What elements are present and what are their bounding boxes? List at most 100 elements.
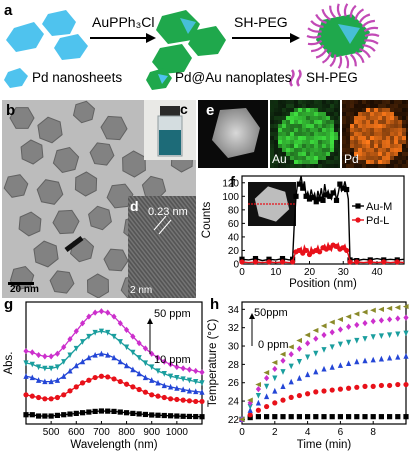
data-point	[117, 409, 123, 415]
data-point	[86, 377, 92, 383]
eds-pixel	[382, 112, 386, 116]
eds-pixel	[326, 128, 330, 132]
data-point	[305, 391, 311, 397]
eds-pixel	[306, 120, 310, 124]
data-point	[111, 354, 117, 361]
eds-pixel	[270, 156, 274, 160]
eds-pixel	[326, 160, 330, 164]
lattice-fringe	[128, 210, 196, 298]
eds-pixel	[358, 148, 362, 152]
peg-strand	[337, 55, 343, 69]
eds-pixel	[330, 116, 334, 120]
eds-pixel	[374, 124, 378, 128]
eds-pixel	[270, 132, 274, 136]
eds-pixel	[338, 120, 340, 124]
data-point	[344, 186, 350, 193]
eds-pixel	[402, 152, 406, 156]
data-point	[403, 353, 409, 359]
eds-pixel	[334, 156, 338, 160]
eds-pixel	[270, 160, 274, 164]
lattice-fringe	[179, 196, 196, 218]
eds-pixel	[374, 136, 378, 140]
eds-pixel	[362, 152, 366, 156]
eds-pixel	[338, 100, 340, 104]
data-point	[304, 332, 311, 338]
data-point	[186, 413, 193, 420]
eds-pixel	[342, 132, 346, 136]
eds-pixel	[294, 144, 298, 148]
data-point	[73, 362, 79, 369]
eds-pixel	[378, 100, 382, 104]
eds-pixel	[314, 156, 318, 160]
x-tick-label: 500	[43, 427, 60, 438]
eds-pixel	[342, 136, 346, 140]
data-point	[378, 333, 384, 340]
data-point	[149, 392, 155, 398]
pd-map-label: Pd	[344, 152, 359, 166]
lattice-fringe	[128, 250, 165, 298]
eds-pixel	[302, 116, 306, 120]
data-point	[155, 368, 161, 375]
eds-pixel	[334, 160, 338, 164]
eds-pixel	[370, 160, 374, 164]
lattice-fringe	[128, 199, 196, 290]
data-point	[54, 377, 61, 383]
data-point	[35, 364, 42, 371]
data-point	[161, 371, 167, 377]
eds-pixel	[382, 152, 386, 156]
eds-pixel	[402, 148, 406, 152]
eds-pixel	[278, 160, 282, 164]
data-point	[346, 360, 352, 367]
data-point	[361, 309, 368, 315]
data-point	[403, 414, 409, 420]
data-point	[354, 384, 360, 390]
data-point	[346, 339, 352, 346]
data-point	[73, 384, 79, 390]
panel-e-label: e	[206, 102, 215, 119]
eds-pixel	[354, 152, 358, 156]
eds-pixel	[330, 100, 334, 104]
eds-pixel	[386, 140, 390, 144]
eds-pixel	[298, 112, 302, 116]
eds-pixel	[342, 104, 346, 108]
eds-pixel	[390, 164, 394, 168]
data-point	[329, 414, 335, 420]
eds-pixel	[326, 152, 330, 156]
eds-pixel	[290, 160, 294, 164]
eds-pixel	[334, 132, 338, 136]
lattice-fringe	[128, 276, 145, 298]
y-tick-label: 28	[228, 360, 240, 371]
chart-h-frame	[241, 301, 407, 425]
tem-nanoplate	[86, 273, 110, 298]
data-point	[92, 351, 98, 358]
eds-pixel	[322, 116, 326, 120]
data-point	[296, 181, 302, 187]
eds-pixel	[306, 156, 310, 160]
data-point	[313, 199, 319, 205]
eds-pixel	[318, 160, 322, 164]
data-point	[73, 345, 79, 352]
data-point	[323, 192, 329, 198]
data-point	[252, 255, 259, 262]
legend-pd-icon	[4, 68, 28, 88]
data-point	[264, 414, 270, 420]
eds-pixel	[302, 128, 306, 132]
data-point	[105, 408, 111, 414]
data-point	[61, 412, 67, 418]
data-point	[86, 409, 92, 415]
eds-pixel	[366, 164, 370, 168]
eds-pixel	[306, 128, 310, 132]
eds-pixel	[406, 100, 408, 104]
data-point	[370, 334, 376, 340]
eds-pixel	[306, 100, 310, 104]
eds-pixel	[310, 116, 314, 120]
eds-pixel	[406, 124, 408, 128]
data-point	[329, 387, 335, 393]
eds-pixel	[366, 132, 370, 136]
eds-pixel	[378, 140, 382, 144]
eds-pixel	[310, 104, 314, 108]
eds-pixel	[386, 136, 390, 140]
eds-pixel	[294, 152, 298, 156]
peg-strand	[362, 44, 376, 52]
eds-pixel	[346, 120, 350, 124]
